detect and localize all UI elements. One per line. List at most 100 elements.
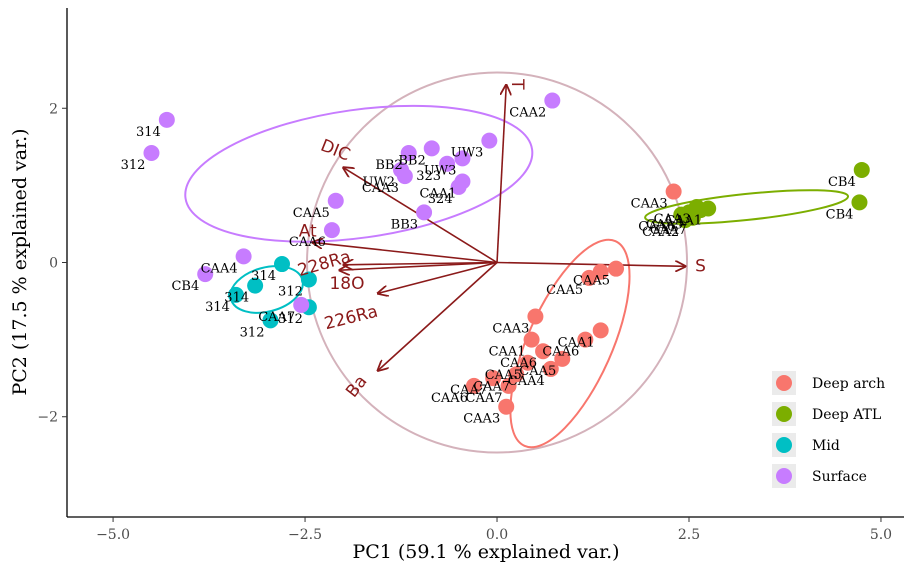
point-label: CAA5: [573, 274, 610, 289]
data-point: [274, 256, 291, 273]
point-label: 312: [240, 325, 265, 340]
data-point: [692, 202, 709, 219]
data-points: [143, 92, 870, 415]
point-label: BB2: [375, 158, 402, 173]
point-label: UW3: [451, 146, 484, 161]
point-label: UW3: [424, 163, 457, 178]
data-point: [500, 377, 517, 394]
point-label: CAA3: [463, 412, 500, 427]
point-label: CAA3: [654, 212, 691, 227]
loading-label: 18O: [329, 274, 364, 294]
point-label: 324: [428, 192, 453, 207]
point-label: 314: [224, 291, 249, 306]
data-point: [554, 350, 571, 367]
point-label: 312: [278, 284, 303, 299]
point-labels: CAA3CAA5CAA5CAA3CAA1CAA6CAA1CAA6CAA5CAA5…: [121, 106, 856, 427]
data-point: [227, 286, 244, 303]
data-point: [542, 360, 559, 377]
point-label: CB4: [171, 279, 199, 294]
point-label: CAA7: [258, 310, 295, 325]
loading-label: At: [299, 221, 317, 241]
point-label: CAA5: [293, 206, 330, 221]
point-label: UW2: [362, 175, 395, 190]
loading-arrow: [378, 261, 498, 371]
data-point: [197, 266, 214, 283]
point-label: CAA1: [558, 335, 595, 350]
legend-label: Deep ATL: [812, 407, 881, 423]
legend-label: Deep arch: [812, 376, 885, 392]
point-label: CAA6: [500, 356, 537, 371]
x-tick-label: 0.0: [486, 527, 508, 543]
point-label: CAA7: [473, 379, 510, 394]
point-label: 314: [251, 269, 276, 284]
loading-label: S: [695, 256, 706, 276]
legend-label: Surface: [812, 469, 867, 485]
data-point: [158, 111, 175, 128]
loading-arrow: [313, 242, 498, 264]
point-label: CAA4: [508, 374, 545, 389]
data-point: [498, 398, 515, 415]
data-point: [527, 308, 544, 325]
data-point: [396, 168, 413, 185]
data-point: [400, 144, 417, 161]
point-label: CAA6: [289, 235, 326, 250]
data-point: [535, 343, 552, 360]
data-point: [235, 248, 252, 265]
data-point: [454, 150, 471, 167]
loading-label: 226Ra: [322, 302, 380, 335]
group-ellipse: [509, 238, 631, 449]
loading-arrow: [378, 261, 498, 294]
data-point: [577, 331, 594, 348]
loading-label: T: [507, 78, 527, 90]
data-point: [581, 269, 598, 286]
y-tick-label: −2: [37, 410, 58, 426]
data-point: [508, 366, 525, 383]
point-label: CAA4: [201, 261, 238, 276]
point-label: 312: [121, 158, 146, 173]
point-label: CAA1: [489, 345, 526, 360]
point-label: 312: [278, 312, 303, 327]
point-label: CB4: [826, 207, 854, 222]
point-label: CAA7: [450, 383, 487, 398]
data-point: [608, 260, 625, 277]
group-ellipse: [184, 104, 534, 243]
point-label: 314: [205, 300, 230, 315]
point-label: 323: [416, 169, 441, 184]
loading-arrow: [343, 263, 498, 265]
data-point: [544, 92, 561, 109]
axes: −5.0 −2.5 0.0 2.5 5.0 −2 0 2: [37, 8, 904, 543]
data-point: [523, 331, 540, 348]
x-tick-label: −5.0: [96, 527, 130, 543]
data-point: [665, 183, 682, 200]
point-label: CAA2: [642, 225, 679, 240]
data-point: [439, 155, 456, 172]
correlation-circle: [306, 71, 689, 454]
point-label: CAA5: [646, 217, 683, 232]
data-point: [323, 222, 340, 239]
point-label: CAA6: [431, 391, 468, 406]
data-point: [262, 312, 279, 329]
loading-arrow: [497, 263, 685, 267]
loading-label: DIC: [318, 136, 353, 166]
point-label: CAA5: [546, 283, 583, 298]
data-point: [481, 132, 498, 149]
legend-key: [776, 468, 792, 484]
data-point: [851, 194, 868, 211]
data-point: [247, 277, 264, 294]
group-ellipse: [644, 189, 850, 225]
y-axis-title: PC2 (17.5 % explained var.): [9, 128, 31, 395]
point-label: CAA3: [492, 321, 529, 336]
point-label: CAA7: [466, 391, 503, 406]
loading-label: Ba: [342, 372, 371, 402]
y-tick-label: 0: [49, 256, 58, 272]
point-label: CAA5: [519, 364, 556, 379]
point-label: 314: [136, 125, 161, 140]
data-point: [423, 140, 440, 157]
x-axis-title: PC1 (59.1 % explained var.): [352, 541, 619, 563]
data-point: [450, 178, 467, 195]
legend-key: [776, 437, 792, 453]
data-point: [519, 354, 536, 371]
data-point: [592, 322, 609, 339]
data-point: [300, 271, 317, 288]
